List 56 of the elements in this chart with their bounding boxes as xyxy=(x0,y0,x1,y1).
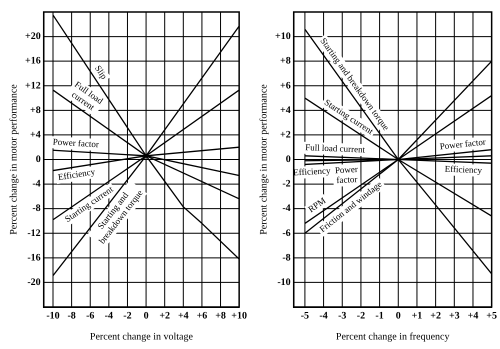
y-tick-label: -2 xyxy=(282,178,291,190)
y-tick-label: -12 xyxy=(27,228,41,239)
x-tick-label: -2 xyxy=(356,310,366,322)
annotation: Full load current xyxy=(305,142,366,155)
x-tick-label: +4 xyxy=(178,310,189,322)
x-tick-label: +6 xyxy=(196,310,208,322)
x-tick-label: +1 xyxy=(412,310,422,322)
y-tick-label: -10 xyxy=(277,276,291,288)
y-tick-label: -6 xyxy=(282,228,291,239)
y-tick-label: +16 xyxy=(24,56,41,67)
y-tick-label: -4 xyxy=(32,178,41,190)
x-tick-label: +10 xyxy=(231,310,247,322)
annotation: Slip xyxy=(93,63,110,82)
x-tick-label: 0 xyxy=(396,310,401,322)
x-axis-title: Percent change in voltage xyxy=(90,332,194,343)
y-tick-label: +10 xyxy=(274,31,291,42)
y-tick-label: -20 xyxy=(27,276,41,288)
y-tick-label: -8 xyxy=(32,203,41,214)
y-axis-title: Percent change in motor performance xyxy=(8,84,20,235)
x-tick-label: -1 xyxy=(375,310,384,322)
x-tick-label: +5 xyxy=(486,310,497,322)
x-tick-label: -2 xyxy=(123,310,132,322)
y-tick-label: +8 xyxy=(280,56,291,67)
y-tick-label: +8 xyxy=(30,104,41,116)
x-tick-label: +8 xyxy=(215,310,226,322)
y-tick-label: 0 xyxy=(286,154,291,166)
annotation: Power factor xyxy=(439,136,486,152)
y-tick-label: +12 xyxy=(24,80,41,92)
x-tick-label: -4 xyxy=(104,310,114,322)
x-tick-label: -10 xyxy=(46,310,60,322)
y-tick-label: -16 xyxy=(27,252,41,264)
annotation: Power factor xyxy=(52,136,100,150)
y-tick-label: +4 xyxy=(30,129,41,140)
y-tick-label: +2 xyxy=(280,129,291,140)
x-tick-label: +2 xyxy=(430,310,441,322)
x-tick-label: +3 xyxy=(448,310,460,322)
y-tick-label: -8 xyxy=(282,252,291,264)
annotation: Efficiency xyxy=(57,166,96,182)
y-tick-label: +20 xyxy=(24,31,41,42)
x-axis-title: Percent change in frequency xyxy=(336,332,450,343)
x-tick-label: -5 xyxy=(300,310,310,322)
x-tick-label: +2 xyxy=(159,310,170,322)
y-tick-label: +6 xyxy=(280,80,291,92)
y-tick-label: -4 xyxy=(282,203,291,214)
x-tick-label: 0 xyxy=(144,310,149,322)
annotation: Efficiency xyxy=(292,165,332,178)
y-tick-label: 0 xyxy=(36,154,41,166)
y-tick-label: +4 xyxy=(280,104,291,116)
x-tick-label: -6 xyxy=(86,310,94,322)
annotation: Efficiency xyxy=(444,164,483,176)
x-tick-label: -8 xyxy=(67,310,76,322)
annotation: Power factor xyxy=(334,164,358,186)
x-tick-label: -3 xyxy=(338,310,346,322)
x-tick-label: -4 xyxy=(319,310,328,322)
y-axis-title: Percent change in motor performance xyxy=(258,84,270,235)
x-tick-label: +4 xyxy=(468,310,478,322)
